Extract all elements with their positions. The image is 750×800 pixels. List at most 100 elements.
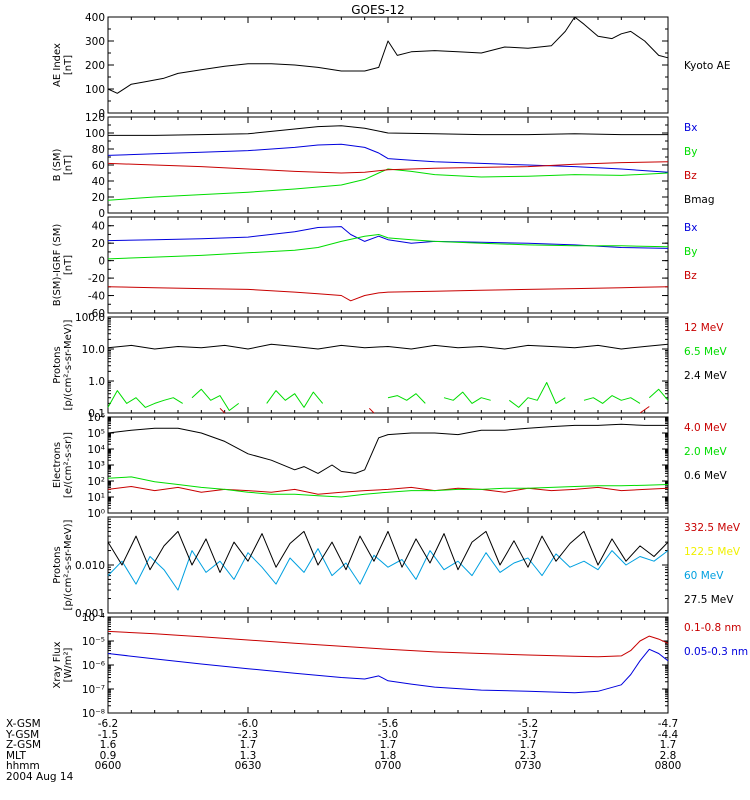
- footer-value: 0.9: [100, 750, 117, 762]
- y-axis-label-line: [W/m²]: [63, 647, 74, 682]
- y-tick-label: 10⁻⁶: [82, 660, 105, 672]
- y-axis-label-line: B (SM): [52, 148, 63, 181]
- series-line-6-5-mev: [648, 388, 669, 401]
- y-axis-label-line: Electrons: [52, 442, 63, 488]
- y-axis-label-line: [nT]: [63, 155, 74, 175]
- footer-row-label: MLT: [6, 750, 26, 762]
- panel-x: 10⁻⁸ 10⁻⁷ 10⁻⁶ 10⁻⁵ 10⁻⁴ Xray Flux[W/m²] 0.1-0…: [52, 612, 748, 720]
- legend-label: Kyoto AE: [684, 60, 730, 72]
- y-axis-label: Protons[p/(cm²-s-sr-MeV)]: [52, 319, 74, 410]
- y-axis-label-line: Protons: [52, 546, 63, 583]
- footer-value: 1.7: [660, 739, 677, 751]
- y-tick-label: 10⁻⁵: [82, 636, 105, 648]
- y-tick-label: 20: [92, 238, 105, 250]
- panel-db: -60 -40 -20 0 20 40 B(SM)-IGRF (SM)[nT] Bx By Bz: [52, 216, 697, 320]
- legend-label: 2.0 MeV: [684, 446, 728, 458]
- y-tick-label: 10⁴: [87, 444, 105, 456]
- y-tick-label: 80: [92, 144, 105, 156]
- y-tick-label: 200: [85, 60, 105, 72]
- y-tick-label: 0: [98, 208, 105, 220]
- y-tick-label: 0.010: [75, 560, 105, 572]
- legend-label: 6.5 MeV: [684, 346, 728, 358]
- series-line-60-mev: [107, 548, 669, 591]
- y-tick-label: 400: [85, 12, 105, 24]
- y-axis-label-line: Protons: [52, 346, 63, 383]
- y-axis-label-line: B(SM)-IGRF (SM): [52, 224, 63, 307]
- panel-frame: [107, 16, 669, 114]
- footer-value: 1.3: [240, 750, 257, 762]
- footer-row-label: X-GSM: [6, 718, 41, 730]
- footer-value: 1.8: [380, 750, 397, 762]
- panel-ae: 0 100 200 300 400 AE Index[nT] Kyoto AE: [52, 12, 730, 120]
- y-tick-label: 10⁶: [87, 412, 105, 424]
- series-line-kyoto-ae: [107, 16, 669, 94]
- series-line-6-5-mev: [508, 382, 566, 408]
- y-axis-label: Protons[p/(cm²-s-sr-MeV)]: [52, 519, 74, 610]
- footer-value: 2.3: [520, 750, 537, 762]
- panel-e: 10⁰ 10¹ 10² 10³ 10⁴ 10⁵ 10⁶ Electrons[e/(cm²-s-…: [52, 412, 728, 520]
- y-axis-label: Xray Flux[W/m²]: [52, 641, 74, 688]
- y-tick-label: 10³: [87, 460, 105, 472]
- footer-date: 2004 Aug 14: [6, 771, 74, 783]
- y-tick-label: 20: [92, 192, 105, 204]
- legend-label: 0.05-0.3 nm: [684, 646, 748, 658]
- footer-value: 1.7: [520, 739, 537, 751]
- y-axis-label-line: AE Index: [52, 43, 63, 87]
- footer-value: 0630: [235, 760, 262, 772]
- series-line-6-5-mev: [107, 390, 183, 408]
- legend-label: 12 MeV: [684, 322, 724, 334]
- y-axis-label: AE Index[nT]: [52, 43, 74, 87]
- y-tick-label: 100: [85, 84, 105, 96]
- series-line-6-5-mev: [387, 393, 426, 404]
- y-tick-label: 10⁰: [87, 508, 105, 520]
- legend-label: 4.0 MeV: [684, 422, 728, 434]
- y-tick-label: 40: [92, 221, 105, 233]
- panel-frame: [107, 316, 669, 414]
- panel-frame: [107, 616, 669, 714]
- y-tick-label: 10²: [87, 476, 105, 488]
- legend-label: 332.5 MeV: [684, 522, 741, 534]
- series-line-bz: [107, 286, 669, 302]
- footer-value: -6.0: [238, 718, 259, 730]
- legend-label: Bmag: [684, 194, 715, 206]
- footer-row-label: hhmm: [6, 760, 40, 772]
- footer-value: -3.0: [378, 729, 399, 741]
- legend-label: 0.1-0.8 nm: [684, 622, 741, 634]
- y-tick-label: 300: [85, 36, 105, 48]
- footer-value: 0800: [655, 760, 682, 772]
- y-tick-label: 0: [98, 256, 105, 268]
- legend-label: 0.6 MeV: [684, 470, 728, 482]
- series-line-bx: [107, 143, 669, 173]
- panel-b: 0 20 40 60 80 100 120 B (SM)[nT] Bx By Bz Bmag: [52, 112, 715, 220]
- series-line-12-mev: [219, 407, 226, 414]
- y-tick-label: 0.1: [88, 408, 105, 420]
- series-line-0-05-0-3-nm: [107, 648, 669, 694]
- series-line-by: [107, 234, 669, 260]
- y-axis-label: Electrons[e/(cm²-s-sr)]: [52, 432, 74, 498]
- legend-label: By: [684, 246, 697, 258]
- footer-value: 1.7: [240, 739, 257, 751]
- series-line-bmag: [108, 125, 668, 136]
- y-tick-label: 10⁻⁷: [82, 684, 105, 696]
- series-line-2-4-mev: [107, 343, 669, 350]
- panel-p1: 0.11.010.0100.0Protons[p/(cm²-s-sr-MeV)]…: [52, 312, 728, 420]
- legend-label: Bx: [684, 122, 697, 134]
- y-axis-label-line: [nT]: [63, 255, 74, 275]
- footer-value: 0700: [375, 760, 402, 772]
- panel-frame: [107, 116, 669, 214]
- footer-value: 1.7: [380, 739, 397, 751]
- footer-value: -1.5: [98, 729, 119, 741]
- y-tick-label: -40: [88, 291, 105, 303]
- legend-label: 27.5 MeV: [684, 594, 734, 606]
- y-axis-label-line: [p/(cm²-s-sr-MeV)]: [63, 319, 74, 410]
- y-tick-label: 10⁻⁴: [82, 612, 105, 624]
- series-line-bx: [107, 226, 669, 249]
- series-line-6-5-mev: [191, 388, 240, 411]
- y-axis-label-line: [e/(cm²-s-sr)]: [63, 432, 74, 498]
- footer-value: -5.6: [378, 718, 399, 730]
- series-line-0-1-0-8-nm: [107, 630, 669, 658]
